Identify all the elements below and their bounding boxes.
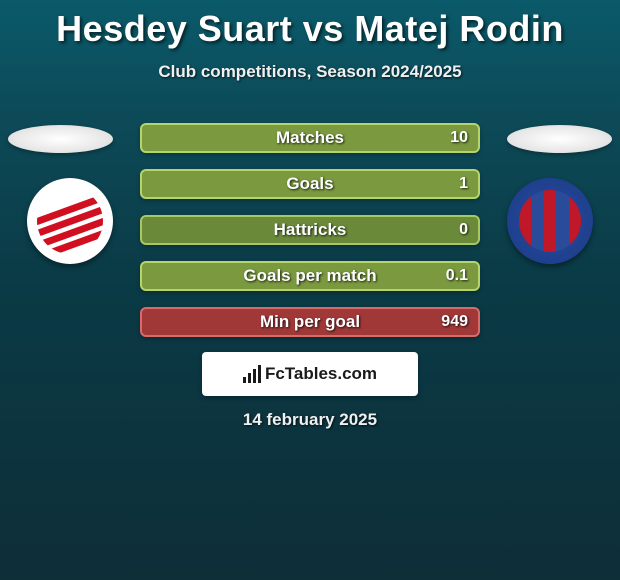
stat-value-right: 0.1 bbox=[446, 267, 468, 285]
stat-row-mpg: Min per goal 949 bbox=[140, 307, 480, 337]
stat-label: Matches bbox=[276, 128, 344, 148]
badge-left-stripes bbox=[37, 188, 103, 254]
team-badge-right bbox=[507, 178, 593, 264]
subtitle: Club competitions, Season 2024/2025 bbox=[0, 62, 620, 82]
stat-label: Goals per match bbox=[243, 266, 376, 286]
stat-row-hattricks: Hattricks 0 bbox=[140, 215, 480, 245]
name-pill-left bbox=[8, 125, 113, 153]
stat-row-gpm: Goals per match 0.1 bbox=[140, 261, 480, 291]
name-pill-right bbox=[507, 125, 612, 153]
stat-value-right: 10 bbox=[450, 129, 468, 147]
stat-label: Goals bbox=[286, 174, 333, 194]
stat-value-right: 0 bbox=[459, 221, 468, 239]
team-badge-left bbox=[27, 178, 113, 264]
stat-value-right: 949 bbox=[441, 313, 468, 331]
badge-right-stripes bbox=[519, 190, 581, 252]
stat-label: Min per goal bbox=[260, 312, 360, 332]
infographic-root: Hesdey Suart vs Matej Rodin Club competi… bbox=[0, 0, 620, 580]
brand-text: FcTables.com bbox=[265, 364, 377, 384]
brand-box: FcTables.com bbox=[202, 352, 418, 396]
page-title: Hesdey Suart vs Matej Rodin bbox=[0, 0, 620, 50]
bars-icon bbox=[243, 365, 261, 383]
stats-rows: Matches 10 Goals 1 Hattricks 0 Goals per… bbox=[140, 123, 480, 353]
stat-row-matches: Matches 10 bbox=[140, 123, 480, 153]
stat-value-right: 1 bbox=[459, 175, 468, 193]
date-text: 14 february 2025 bbox=[0, 410, 620, 430]
stat-label: Hattricks bbox=[274, 220, 347, 240]
stat-row-goals: Goals 1 bbox=[140, 169, 480, 199]
